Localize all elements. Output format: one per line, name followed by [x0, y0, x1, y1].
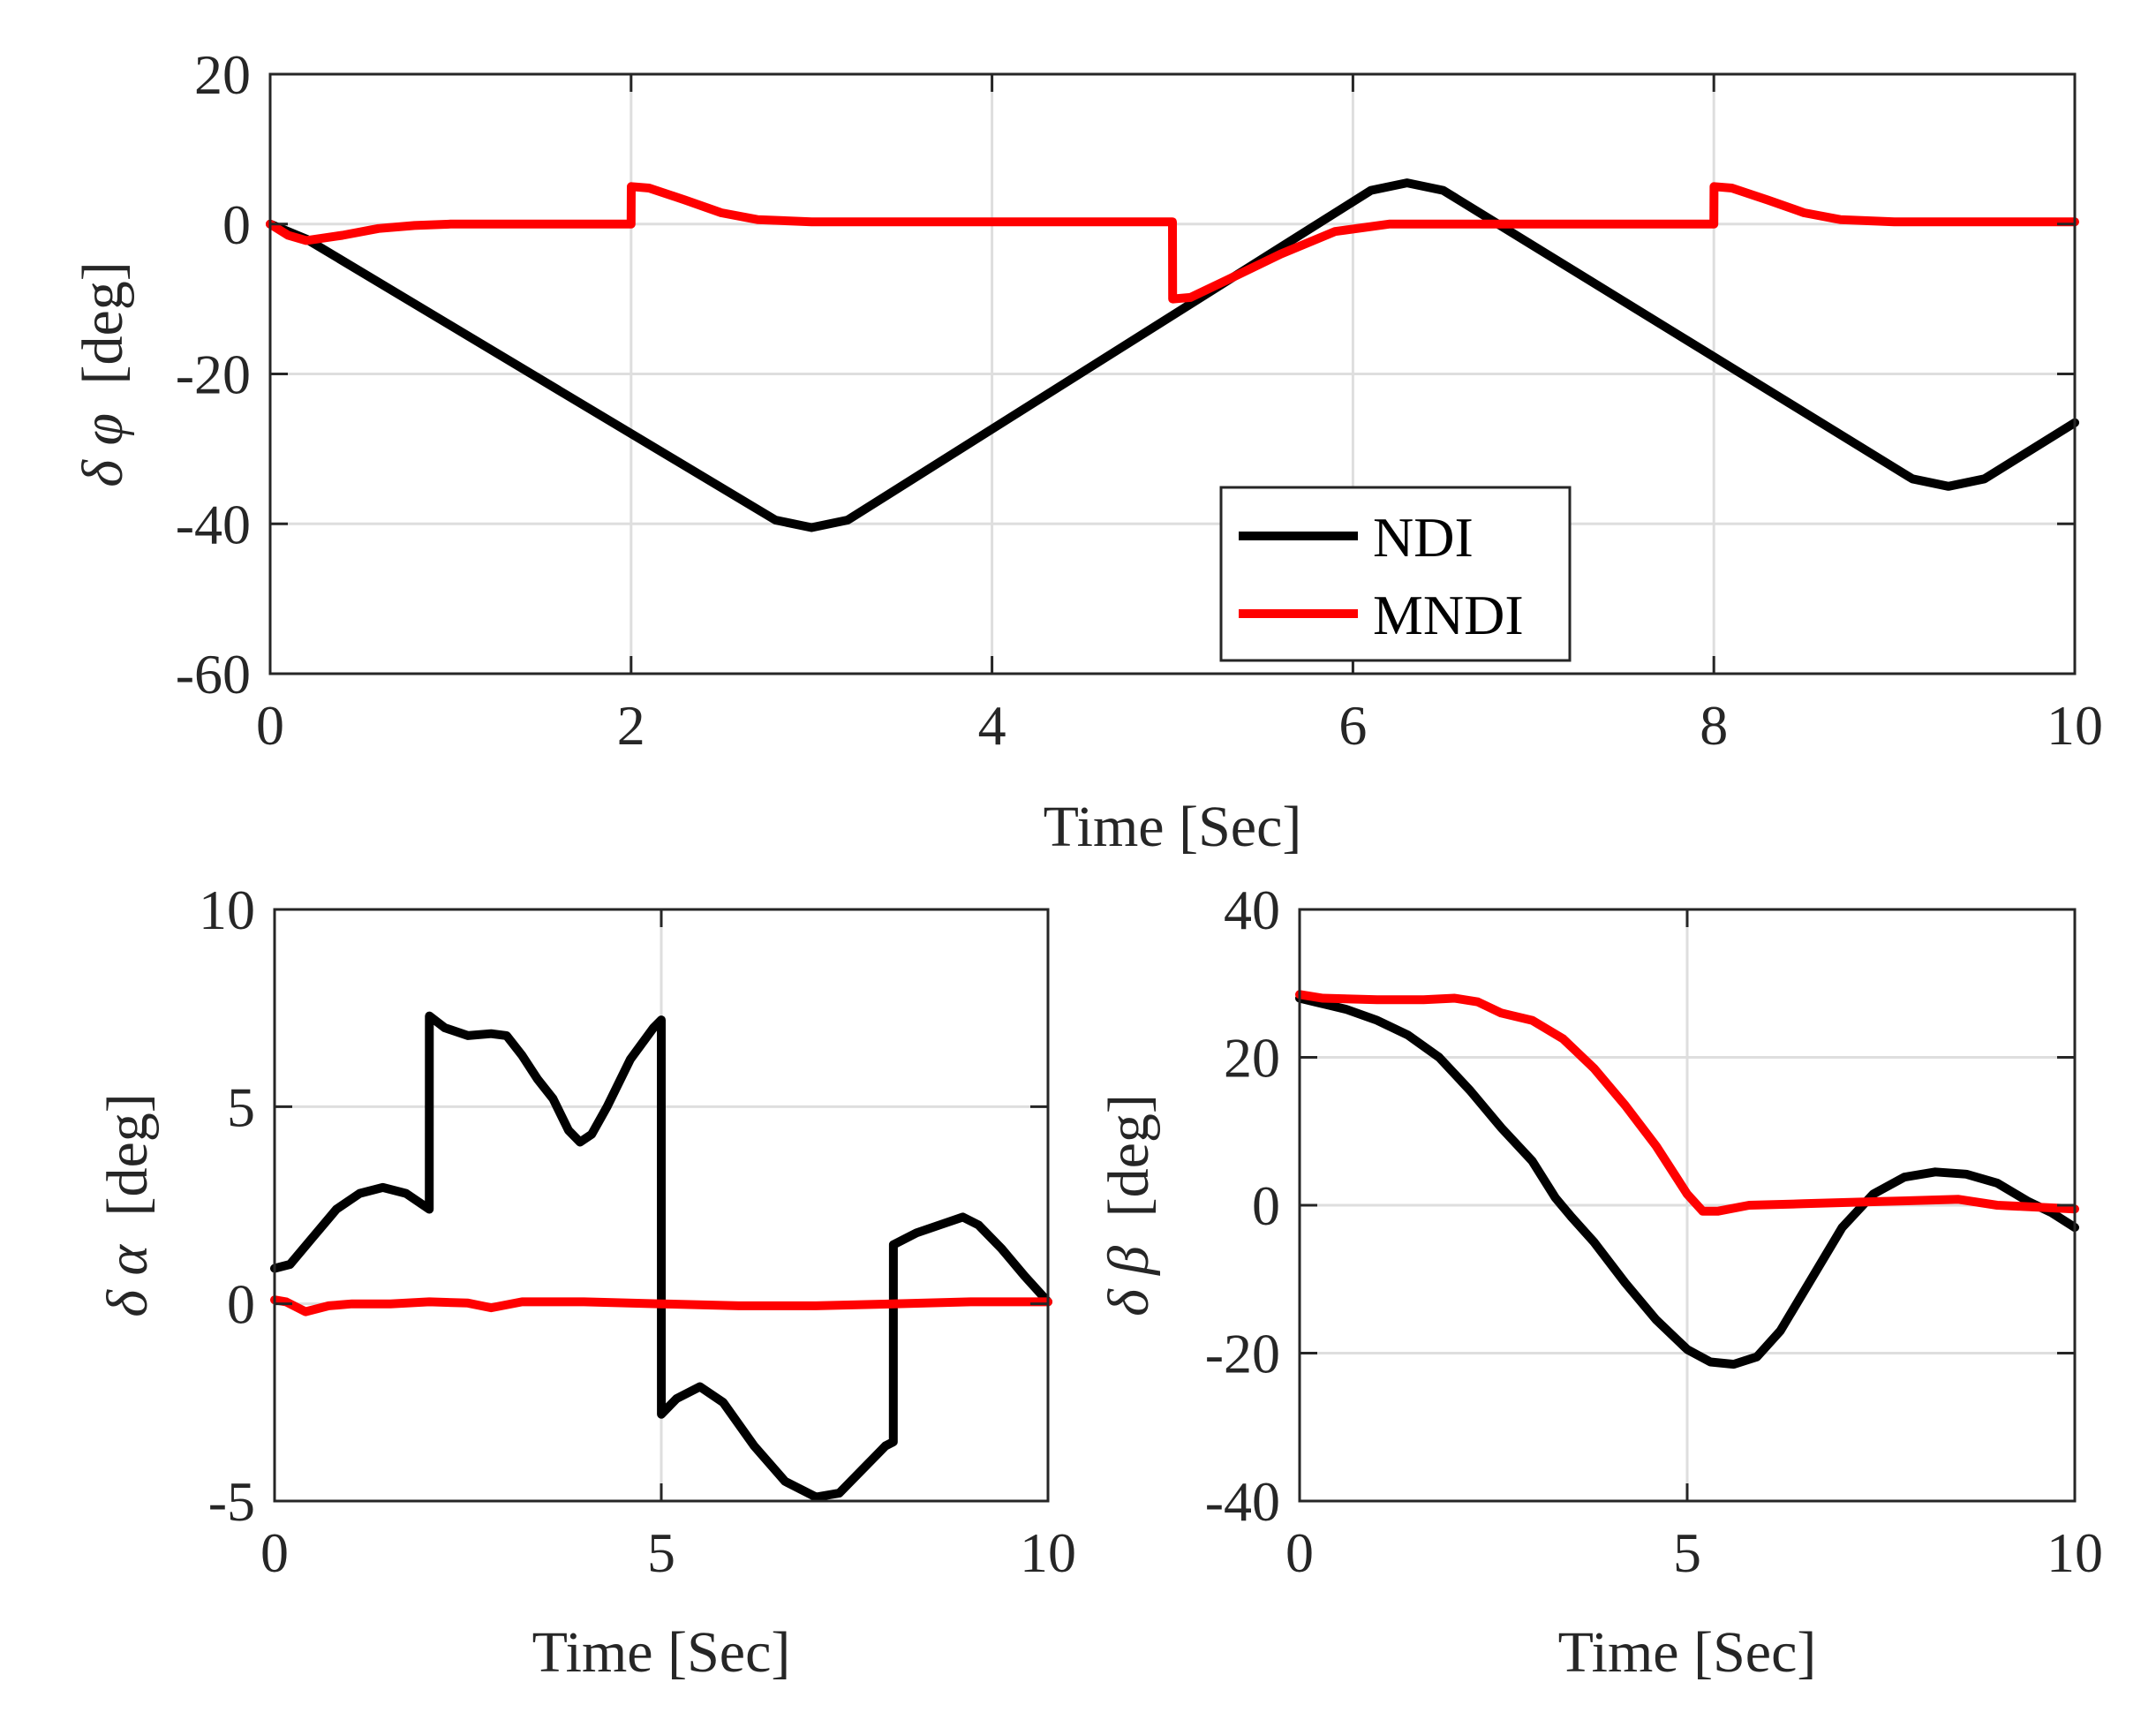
- plot-phi-ylabel-symbol: δ φ: [71, 413, 135, 487]
- beta-ytick-label: -40: [1205, 1470, 1280, 1533]
- legend-label-mndi: MNDI: [1373, 584, 1524, 646]
- plot-beta-ylabel: δ β [deg]: [1097, 1094, 1161, 1316]
- phi-xtick-label: 10: [2047, 694, 2103, 757]
- alpha-ytick-label: 10: [199, 879, 255, 941]
- plot-beta: 0 5 10 -40 -20 0 20 40 Time [Sec] δ β [deg]: [1097, 879, 2103, 1685]
- alpha-series-mndi: [270, 1295, 1052, 1316]
- beta-xtick-label: 0: [1285, 1521, 1314, 1584]
- alpha-ytick-label: 5: [227, 1075, 255, 1138]
- legend-box: [1219, 486, 1572, 662]
- beta-series-mndi: [1295, 990, 2079, 1216]
- plot-beta-series: [1295, 990, 2079, 1369]
- alpha-xtick-label: 10: [1020, 1521, 1076, 1584]
- beta-xtick-label: 10: [2047, 1521, 2103, 1584]
- plot-alpha-series: [270, 1011, 1052, 1502]
- phi-ytick-label: -40: [176, 493, 251, 555]
- plot-beta-ticks: 0 5 10 -40 -20 0 20 40: [1205, 879, 2103, 1584]
- phi-xtick-label: 8: [1700, 694, 1728, 757]
- plot-alpha-ylabel: δ α [deg]: [95, 1093, 160, 1317]
- plot-phi-xlabel: Time [Sec]: [1044, 795, 1302, 859]
- beta-ytick-label: -20: [1205, 1323, 1280, 1385]
- phi-xtick-label: 0: [256, 694, 284, 757]
- alpha-series-ndi: [270, 1011, 1052, 1502]
- phi-ytick-label: 20: [194, 43, 251, 106]
- plot-alpha-ylabel-unit: [deg]: [95, 1093, 160, 1216]
- beta-series-ndi: [1295, 993, 2079, 1369]
- beta-ytick-label: 40: [1224, 879, 1280, 941]
- legend: NDI MNDI: [1219, 486, 1572, 662]
- alpha-ytick-label: 0: [227, 1273, 255, 1336]
- plot-phi-ylabel-unit: [deg]: [71, 261, 135, 384]
- alpha-xtick-label: 5: [647, 1521, 675, 1584]
- phi-ytick-label: -60: [176, 643, 251, 705]
- beta-ytick-label: 20: [1224, 1027, 1280, 1090]
- plot-alpha-ylabel-symbol: δ α: [95, 1244, 160, 1317]
- phi-ytick-label: -20: [176, 343, 251, 406]
- phi-xtick-label: 6: [1338, 694, 1367, 757]
- alpha-ytick-label: -5: [208, 1470, 255, 1533]
- plot-phi-ylabel: δ φ [deg]: [71, 261, 135, 487]
- phi-series-mndi: [266, 182, 2079, 304]
- plot-beta-ylabel-unit: [deg]: [1097, 1094, 1161, 1217]
- plot-phi: 0 2 4 6 8 10 -60 -40 -20 0 20 Time [Sec] δ φ [deg]…: [71, 43, 2103, 859]
- phi-xtick-label: 4: [978, 694, 1006, 757]
- phi-series-ndi: [266, 178, 2079, 532]
- alpha-xtick-label: 0: [260, 1521, 289, 1584]
- phi-xtick-label: 2: [617, 694, 645, 757]
- plot-beta-xlabel: Time [Sec]: [1558, 1620, 1817, 1685]
- legend-label-ndi: NDI: [1373, 506, 1474, 569]
- beta-ytick-label: 0: [1252, 1174, 1280, 1237]
- plot-beta-ylabel-symbol: δ β: [1097, 1246, 1161, 1316]
- plot-phi-series: [266, 178, 2079, 532]
- beta-xtick-label: 5: [1673, 1521, 1701, 1584]
- plot-phi-ticks: 0 2 4 6 8 10 -60 -40 -20 0 20: [176, 43, 2103, 757]
- phi-ytick-label: 0: [222, 193, 251, 256]
- plot-alpha-xlabel: Time [Sec]: [532, 1620, 791, 1685]
